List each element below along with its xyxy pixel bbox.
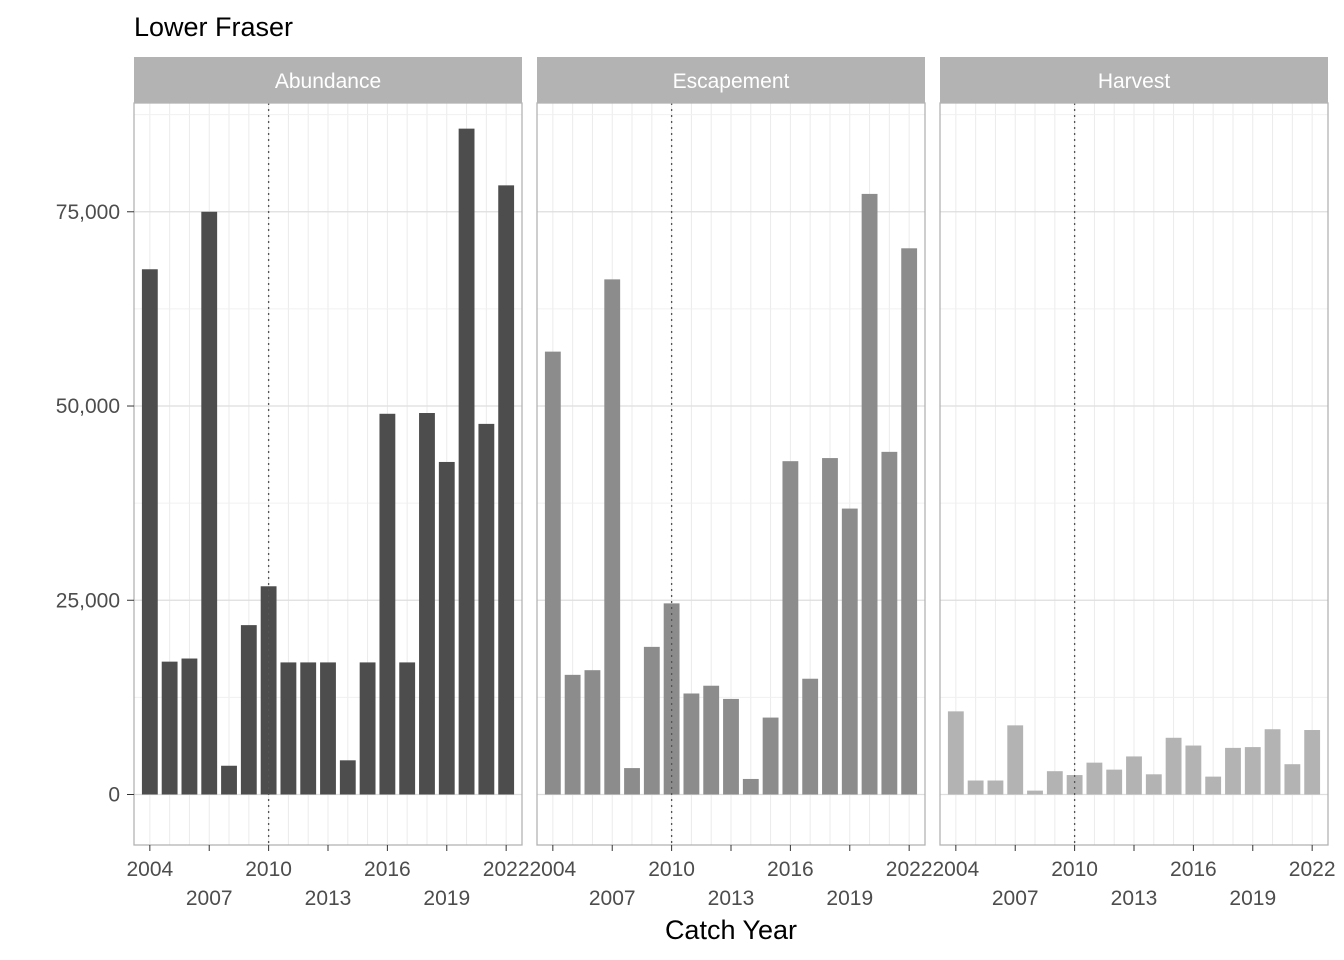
- x-tick-label: 2016: [364, 858, 411, 881]
- x-tick-label: 2010: [648, 858, 695, 881]
- bar-escapement-2014: [742, 778, 759, 795]
- bar-abundance-2010: [260, 586, 277, 795]
- bar-harvest-2010: [1066, 775, 1083, 795]
- bar-escapement-2018: [822, 458, 838, 795]
- bar-escapement-2006: [584, 670, 601, 795]
- x-tick-label: 2019: [423, 887, 470, 910]
- x-tick-label: 2010: [245, 858, 292, 881]
- bar-harvest-2012: [1106, 769, 1123, 795]
- facet-strip-label: Harvest: [1098, 70, 1171, 93]
- bar-abundance-2022: [498, 185, 515, 795]
- bar-escapement-2021: [881, 451, 898, 795]
- bar-harvest-2022: [1304, 730, 1321, 795]
- bar-harvest-2018: [1225, 747, 1241, 795]
- bar-escapement-2009: [643, 646, 660, 795]
- bar-abundance-2005: [161, 661, 178, 795]
- x-tick-label: 2016: [1170, 858, 1217, 881]
- x-tick-label: 2016: [767, 858, 814, 881]
- bar-abundance-2008: [221, 765, 237, 795]
- y-axis: 0 25,000 50,000 75,000: [56, 201, 134, 806]
- x-tick-label: 2022: [483, 858, 530, 881]
- x-axis-title: Catch Year: [665, 915, 797, 945]
- y-tick-label: 25,000: [56, 589, 120, 612]
- bar-abundance-2009: [240, 625, 257, 795]
- x-tick-label: 2004: [932, 858, 979, 881]
- x-tick-label: 2019: [1229, 887, 1276, 910]
- bar-escapement-2012: [703, 685, 720, 795]
- bar-harvest-2005: [967, 780, 984, 795]
- bar-harvest-2021: [1284, 764, 1301, 795]
- facet-panel-escapement: Escapement 2004 2010 2016 2022 2007 2013 2019: [529, 57, 933, 910]
- bar-abundance-2012: [300, 662, 317, 795]
- bar-escapement-2013: [723, 698, 739, 795]
- x-tick-label: 2007: [589, 887, 636, 910]
- x-tick-label: 2007: [186, 887, 233, 910]
- bar-abundance-2018: [419, 413, 435, 795]
- bar-escapement-2019: [841, 508, 858, 795]
- bar-harvest-2020: [1264, 729, 1281, 795]
- bar-harvest-2013: [1126, 756, 1142, 795]
- bar-harvest-2009: [1046, 771, 1063, 795]
- bar-abundance-2007: [201, 211, 218, 795]
- bar-abundance-2015: [359, 662, 376, 795]
- bar-escapement-2011: [683, 693, 700, 795]
- bar-abundance-2014: [339, 760, 356, 795]
- facet-panel-harvest: Harvest 2004 2010 2016 2022 2007 2013 2019: [932, 57, 1336, 910]
- bar-escapement-2016: [782, 461, 799, 795]
- x-tick-label: 2004: [126, 858, 173, 881]
- x-tick-label: 2013: [708, 887, 755, 910]
- bar-abundance-2020: [458, 128, 475, 795]
- bar-abundance-2017: [399, 662, 416, 795]
- facet-strip-label: Abundance: [275, 70, 381, 93]
- bar-escapement-2007: [604, 279, 621, 795]
- bar-escapement-2020: [861, 193, 878, 795]
- facet-strip: [537, 57, 925, 103]
- bar-harvest-2004: [947, 711, 964, 795]
- bar-harvest-2017: [1205, 776, 1222, 795]
- bar-abundance-2019: [438, 461, 455, 795]
- y-tick-label: 50,000: [56, 395, 120, 418]
- y-tick-label: 0: [108, 783, 120, 806]
- y-tick-label: 75,000: [56, 201, 120, 224]
- bar-harvest-2007: [1007, 725, 1024, 795]
- bar-harvest-2015: [1165, 737, 1182, 795]
- bar-harvest-2006: [987, 780, 1004, 795]
- bar-abundance-2006: [181, 658, 198, 795]
- bar-abundance-2016: [379, 413, 396, 795]
- facet-strip: [134, 57, 522, 103]
- bar-abundance-2011: [280, 662, 297, 795]
- bar-abundance-2021: [478, 423, 495, 795]
- facet-strip-label: Escapement: [673, 70, 790, 93]
- x-tick-label: 2004: [529, 858, 576, 881]
- bar-harvest-2019: [1244, 747, 1261, 795]
- bar-harvest-2014: [1145, 774, 1162, 795]
- facet-strip: [940, 57, 1328, 103]
- x-tick-label: 2022: [1289, 858, 1336, 881]
- bar-escapement-2004: [544, 351, 561, 795]
- bar-escapement-2022: [901, 248, 918, 795]
- bar-harvest-2011: [1086, 762, 1103, 795]
- bar-escapement-2017: [802, 678, 819, 795]
- x-tick-label: 2007: [992, 887, 1039, 910]
- bar-harvest-2008: [1027, 790, 1043, 795]
- x-tick-label: 2022: [886, 858, 933, 881]
- bar-escapement-2008: [624, 768, 640, 795]
- bar-abundance-2004: [141, 269, 158, 795]
- x-tick-label: 2019: [826, 887, 873, 910]
- bar-harvest-2016: [1185, 745, 1202, 795]
- bar-abundance-2013: [320, 662, 336, 795]
- facet-panel-abundance: Abundance 2004 2010 2016 2022 2007 2013 2019: [126, 57, 530, 910]
- bar-escapement-2015: [762, 717, 779, 795]
- x-tick-label: 2013: [305, 887, 352, 910]
- x-tick-label: 2013: [1111, 887, 1158, 910]
- x-tick-label: 2010: [1051, 858, 1098, 881]
- bar-escapement-2005: [564, 674, 581, 795]
- chart-title: Lower Fraser: [134, 12, 293, 42]
